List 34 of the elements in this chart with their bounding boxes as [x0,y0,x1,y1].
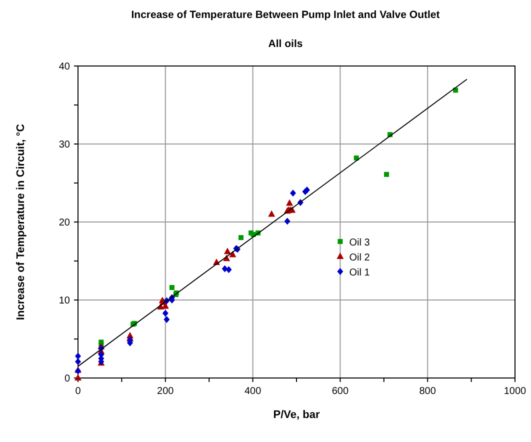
point [224,248,231,254]
point [286,199,294,206]
point [75,358,81,366]
y-axis-title: Increase of Temperature in Circuit, °C [15,124,27,320]
point [162,310,168,317]
x-tick-label: 400 [244,386,262,397]
x-tick-label: 0 [75,386,82,397]
chart-title: Increase of Temperature Between Pump Inlet and Valve Outlet [131,9,440,21]
point [284,218,290,225]
point [238,235,244,240]
point [290,190,296,197]
y-tick-label: 30 [58,140,70,150]
y-tick-label: 20 [58,218,70,228]
x-tick-label: 800 [419,386,436,397]
point [229,250,236,258]
x-tick-label: 600 [332,386,349,397]
point [74,374,82,380]
point [164,316,170,323]
point [268,210,276,217]
point [75,352,81,360]
x-axis-title: P/Ve, bar [273,409,320,421]
y-tick-label: 40 [58,62,70,72]
point [354,156,359,161]
legend-label: Oil 2 [349,252,370,264]
legend-label: Oil 1 [349,268,370,278]
y-tick-label: 0 [64,374,70,384]
y-tick-label: 10 [58,296,70,306]
x-tick-label: 1000 [504,386,527,397]
x-tick-label: 200 [157,386,174,397]
point [169,285,174,290]
chart-subtitle: All oils [268,38,303,50]
point [226,266,232,274]
legend-label: Oil 3 [349,238,370,248]
point [384,172,390,177]
